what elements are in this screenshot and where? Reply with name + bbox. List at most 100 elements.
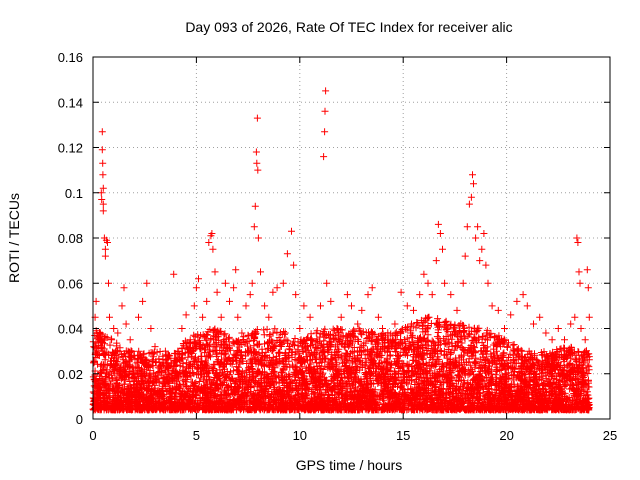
data-point	[139, 297, 147, 305]
data-point	[288, 227, 295, 235]
data-point	[482, 261, 490, 269]
data-point	[484, 279, 492, 287]
data-point	[290, 261, 298, 269]
x-axis-label: GPS time / hours	[296, 457, 403, 473]
data-point	[488, 302, 496, 310]
data-point	[574, 239, 582, 246]
data-point	[397, 288, 405, 296]
data-point	[585, 313, 593, 321]
data-point	[441, 279, 449, 287]
data-point	[379, 325, 386, 332]
data-point	[577, 325, 585, 332]
data-point	[143, 279, 151, 287]
data-point	[410, 306, 417, 314]
data-point	[575, 268, 583, 276]
data-point	[573, 234, 581, 242]
data-point	[354, 320, 362, 328]
data-point	[226, 297, 233, 305]
data-point	[190, 302, 198, 310]
y-tick-label: 0.1	[65, 186, 83, 201]
data-point	[459, 279, 467, 287]
data-point	[99, 171, 107, 179]
axis-ticks: 0 0.02 0.04 0.06 0.08 0.1 0.12 0.14 0.16 0 5 10 15 20…	[58, 50, 618, 443]
x-tick-label: 25	[603, 428, 617, 443]
data-point	[147, 325, 155, 332]
data-point	[122, 320, 130, 328]
data-point	[203, 297, 211, 305]
data-point	[432, 257, 440, 265]
data-point	[548, 336, 556, 344]
data-point	[474, 223, 482, 231]
data-point	[106, 313, 113, 321]
y-tick-label: 0.12	[58, 141, 83, 156]
data-point	[320, 153, 328, 161]
data-point	[470, 180, 477, 188]
data-point	[93, 397, 101, 405]
data-point	[126, 336, 134, 344]
data-point	[300, 302, 308, 310]
data-point	[242, 302, 250, 310]
data-point	[583, 266, 591, 274]
data-point	[436, 230, 444, 237]
data-point	[439, 245, 446, 253]
data-point	[265, 313, 273, 321]
data-point	[416, 291, 424, 299]
y-tick-label: 0.06	[58, 276, 83, 291]
data-point	[321, 128, 329, 136]
data-point	[567, 320, 575, 328]
data-point	[317, 302, 324, 310]
data-point	[561, 336, 568, 344]
data-point	[465, 200, 473, 208]
data-point	[108, 336, 116, 344]
y-tick-label: 0	[76, 412, 83, 427]
data-point	[348, 302, 355, 310]
data-point	[296, 325, 304, 332]
data-point	[221, 279, 229, 287]
data-point	[208, 230, 216, 237]
data-point	[364, 291, 372, 299]
data-point	[174, 347, 182, 355]
data-point	[99, 159, 107, 167]
data-point	[98, 196, 106, 203]
data-point	[110, 325, 118, 332]
data-point	[250, 223, 258, 231]
data-point	[434, 220, 442, 228]
data-point	[374, 313, 382, 321]
data-point	[199, 313, 207, 321]
data-point	[530, 320, 537, 328]
data-point	[170, 270, 178, 278]
x-tick-label: 5	[193, 428, 200, 443]
data-point	[279, 279, 287, 287]
data-point	[92, 297, 100, 305]
data-point	[118, 302, 126, 310]
data-point	[333, 325, 341, 332]
data-point	[130, 352, 138, 360]
data-point	[368, 284, 376, 292]
data-point	[337, 313, 345, 321]
data-point	[323, 279, 331, 287]
x-tick-label: 20	[499, 428, 513, 443]
data-point	[101, 252, 109, 260]
data-point	[251, 202, 259, 210]
data-point	[469, 171, 476, 179]
data-point	[232, 266, 240, 274]
data-point	[536, 313, 544, 321]
data-point	[467, 193, 475, 201]
grid	[93, 57, 610, 419]
data-point	[99, 184, 107, 192]
data-point	[114, 329, 122, 337]
data-point	[428, 291, 436, 299]
data-point	[182, 311, 190, 319]
data-points	[91, 87, 593, 405]
data-point	[463, 223, 471, 231]
data-point	[327, 297, 335, 305]
data-point	[230, 284, 238, 292]
data-point	[420, 270, 428, 278]
x-tick-label: 10	[293, 428, 307, 443]
data-point	[358, 306, 366, 314]
data-point	[205, 239, 213, 246]
data-point	[253, 114, 261, 122]
dense-point-group	[91, 317, 593, 414]
data-point	[391, 320, 399, 328]
data-point	[283, 250, 291, 258]
